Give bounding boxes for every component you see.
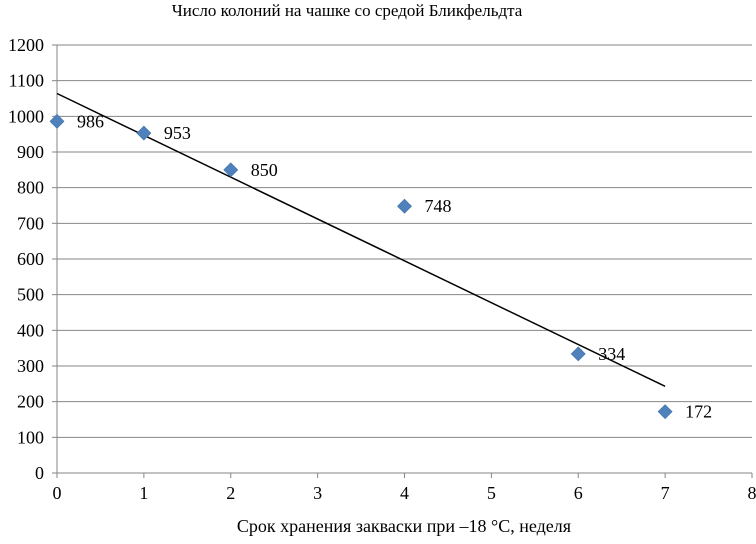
- data-label-953: 953: [164, 123, 191, 143]
- data-point-334: [571, 347, 585, 361]
- data-label-986: 986: [77, 111, 104, 131]
- y-tick-label-400: 400: [17, 320, 44, 340]
- y-tick-label-1100: 1100: [9, 71, 44, 91]
- x-tick-label-8: 8: [748, 483, 756, 503]
- data-point-748: [398, 199, 412, 213]
- x-axis-title: Срок хранения закваски при –18 °С, недел…: [237, 516, 571, 536]
- x-axis-ticks: 0 1 2 3 4 5 6 7 8: [53, 473, 756, 503]
- x-tick-label-3: 3: [313, 483, 322, 503]
- data-labels: 986 953 850 748 334 172: [77, 111, 712, 421]
- y-tick-label-500: 500: [17, 285, 44, 305]
- x-tick-label-7: 7: [661, 483, 670, 503]
- x-tick-label-2: 2: [226, 483, 235, 503]
- y-tick-label-100: 100: [17, 427, 44, 447]
- data-label-850: 850: [251, 160, 278, 180]
- linear-trendline: [57, 94, 665, 387]
- y-tick-label-300: 300: [17, 356, 44, 376]
- data-label-172: 172: [685, 402, 712, 422]
- y-tick-label-0: 0: [35, 463, 44, 483]
- x-tick-label-6: 6: [574, 483, 583, 503]
- data-points: [50, 114, 672, 418]
- x-tick-label-1: 1: [139, 483, 148, 503]
- y-tick-label-800: 800: [17, 178, 44, 198]
- y-axis-ticks: 0 100 200 300 400 500 600 700 800 900 1000 1100 1200: [8, 35, 57, 483]
- y-tick-label-1000: 1000: [8, 106, 44, 126]
- y-tick-label-700: 700: [17, 213, 44, 233]
- data-point-172: [658, 405, 672, 419]
- data-label-748: 748: [425, 196, 452, 216]
- y-tick-label-900: 900: [17, 142, 44, 162]
- chart-title: Число колоний на чашке со средой Бликфел…: [172, 1, 523, 20]
- trendline-layer: [57, 94, 665, 387]
- y-tick-label-600: 600: [17, 249, 44, 269]
- y-tick-label-1200: 1200: [8, 35, 44, 55]
- x-tick-label-4: 4: [400, 483, 409, 503]
- x-tick-label-0: 0: [53, 483, 62, 503]
- x-tick-label-5: 5: [487, 483, 496, 503]
- data-label-334: 334: [598, 344, 625, 364]
- y-tick-label-200: 200: [17, 392, 44, 412]
